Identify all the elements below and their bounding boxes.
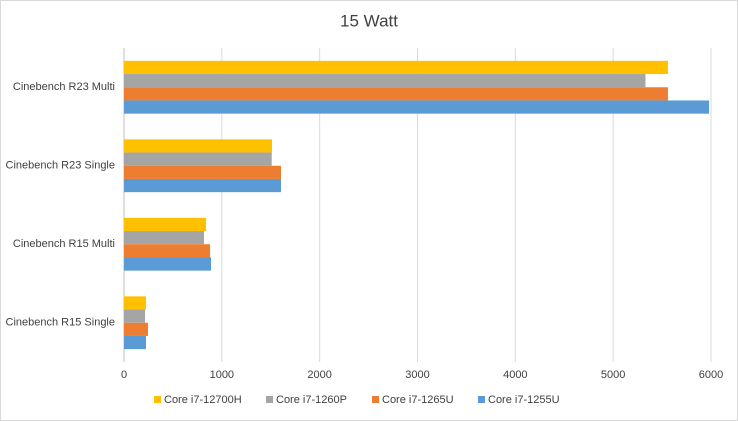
chart-title: 15 Watt (340, 11, 398, 30)
bar (124, 178, 282, 193)
x-tick-label: 0 (121, 369, 127, 381)
bar (124, 217, 206, 232)
bar (124, 87, 668, 101)
bar (124, 152, 272, 166)
x-tick-label: 6000 (699, 369, 723, 381)
bar (124, 139, 273, 153)
x-tick-label: 4000 (503, 369, 527, 381)
bar (124, 296, 147, 310)
bar (124, 257, 212, 271)
x-tick-label: 5000 (601, 369, 625, 381)
legend-label: Core i7-1255U (488, 394, 560, 406)
x-tick-label: 2000 (307, 369, 331, 381)
bar (124, 309, 146, 323)
bar (124, 244, 211, 258)
bar (124, 165, 282, 179)
bar (124, 60, 668, 75)
x-tick-label: 3000 (405, 369, 429, 381)
bar (124, 74, 646, 88)
y-tick-label: Cinebench R23 Multi (13, 81, 115, 93)
bar (124, 335, 147, 350)
legend-swatch (266, 396, 273, 403)
y-tick-label: Cinebench R15 Multi (13, 238, 115, 250)
bar (124, 100, 710, 114)
y-tick-label: Cinebench R15 Single (6, 317, 115, 329)
legend-label: Core i7-12700H (164, 394, 242, 406)
legend-label: Core i7-1260P (276, 394, 347, 406)
legend-swatch (372, 396, 379, 403)
legend-swatch (478, 396, 485, 403)
bar (124, 322, 148, 336)
bar (124, 231, 205, 245)
y-tick-label: Cinebench R23 Single (6, 160, 115, 172)
x-tick-label: 1000 (210, 369, 234, 381)
legend-swatch (154, 396, 161, 403)
legend-label: Core i7-1265U (382, 394, 454, 406)
